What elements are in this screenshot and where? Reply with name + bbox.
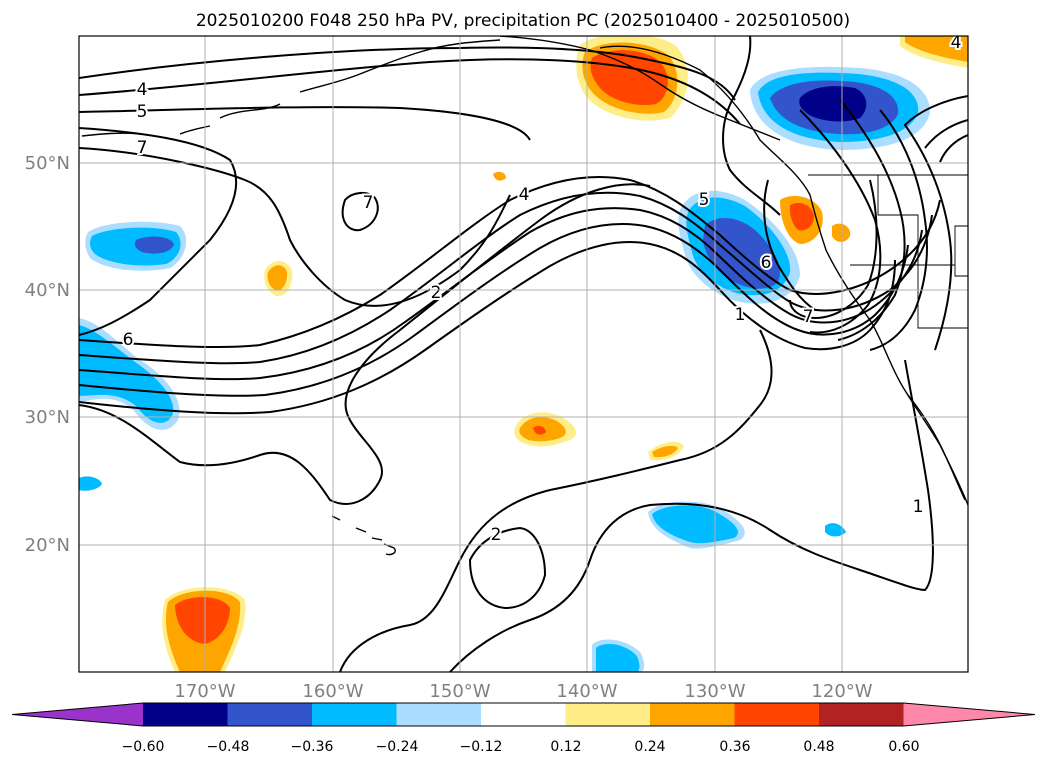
- gridlines: [79, 36, 968, 672]
- pv-contour: [924, 119, 968, 149]
- pv-contour: [468, 526, 547, 610]
- baja-coast: [907, 394, 966, 501]
- contour-label: 4: [137, 80, 148, 100]
- pv-contour: [763, 179, 816, 311]
- pv-contour: [79, 223, 909, 397]
- precip-negative-region: [596, 643, 640, 672]
- colorbar-segment: [565, 703, 651, 726]
- colorbar-segment: [143, 703, 228, 726]
- colorbar: −0.60 −0.48 −0.36 −0.24 −0.12 0.12 0.24 …: [11, 702, 1036, 755]
- pv-contour: [79, 46, 736, 101]
- colorbar-tick-label: 0.12: [550, 739, 581, 755]
- map-panel: 4 5 7 7 6 2 4 5 6 1 2 1 4 7: [78, 33, 969, 673]
- pv-contour: [79, 183, 651, 505]
- contour-label: 2: [431, 283, 442, 303]
- precip-positive-region: [493, 171, 506, 181]
- colorbar-tick-label: −0.36: [291, 739, 334, 755]
- colorbar-tick-label: −0.48: [207, 739, 250, 755]
- colorbar-segment: [734, 703, 820, 726]
- hawaii-islands: [331, 515, 396, 556]
- contour-labels: 4 5 7 7 6 2 4 5 6 1 2 1 4 7: [121, 33, 964, 547]
- colorbar-extend-high: [903, 703, 1035, 726]
- pv-contour: [722, 36, 781, 216]
- precip-positive-region: [267, 265, 288, 291]
- colorbar-tick-label: −0.24: [376, 739, 419, 755]
- pv-contour: [903, 95, 968, 351]
- contour-label: 7: [803, 307, 814, 327]
- pv-contour: [339, 329, 773, 672]
- pv-contour: [79, 147, 511, 307]
- figure-title: 2025010200 F048 250 hPa PV, precipitatio…: [196, 11, 850, 31]
- colorbar-tick-label: −0.60: [122, 739, 165, 755]
- colorbar-tick-label: −0.12: [460, 739, 503, 755]
- precip-positive-region: [905, 36, 968, 62]
- lon-tick-label: 160°W: [302, 681, 363, 702]
- precip-negative-region: [652, 505, 738, 544]
- colorbar-segment: [312, 703, 397, 726]
- colorbar-segment: [396, 703, 482, 726]
- colorbar-tick-label: 0.36: [719, 739, 750, 755]
- colorbar-segment: [227, 703, 313, 726]
- precip-negative-region: [79, 476, 102, 491]
- alaska-coast: [499, 36, 781, 141]
- lat-tick-label: 50°N: [25, 153, 70, 174]
- colorbar-ticks: −0.60 −0.48 −0.36 −0.24 −0.12 0.12 0.24 …: [122, 739, 920, 755]
- contour-label: 4: [951, 33, 962, 53]
- contour-label: 6: [761, 253, 772, 273]
- colorbar-outline: [11, 702, 1036, 727]
- lon-tick-label: 150°W: [429, 681, 490, 702]
- precip-positive-region: [832, 223, 851, 242]
- lat-tick-label: 20°N: [25, 535, 70, 556]
- lon-tick-label: 170°W: [174, 681, 235, 702]
- contour-label: 6: [123, 330, 134, 350]
- map-frame: [78, 35, 969, 673]
- contour-label: 5: [137, 102, 148, 122]
- precip-negative-region: [134, 236, 174, 254]
- alaska-islands: [81, 39, 501, 137]
- contour-label: 2: [491, 525, 502, 545]
- pv-contour: [799, 109, 882, 334]
- precip-positive-region: [533, 425, 546, 435]
- colorbar-tick-label: 0.48: [803, 739, 834, 755]
- precip-negative-region: [825, 523, 846, 537]
- contour-label: 7: [137, 138, 148, 158]
- precip-positive-region: [175, 597, 230, 644]
- colorbar-segment: [819, 703, 904, 726]
- lon-tick-label: 130°W: [684, 681, 745, 702]
- contour-label: 1: [735, 305, 746, 325]
- colorbar-extend-low: [12, 703, 143, 726]
- pv-contour: [79, 127, 238, 336]
- pv-contour: [79, 58, 741, 125]
- contour-label: 1: [913, 497, 924, 517]
- contour-label: 7: [363, 193, 374, 213]
- colorbar-tick-label: 0.60: [888, 739, 919, 755]
- lon-tick-label: 140°W: [556, 681, 617, 702]
- lat-tick-label: 40°N: [25, 280, 70, 301]
- precip-positive-region: [652, 445, 678, 458]
- lat-tick-label: 30°N: [25, 407, 70, 428]
- contour-label: 5: [699, 190, 710, 210]
- pv-contour: [79, 241, 896, 415]
- colorbar-segment: [650, 703, 735, 726]
- precip-positive-region: [789, 203, 814, 231]
- pv-contour: [341, 192, 379, 232]
- pv-contour: [449, 359, 934, 672]
- pv-contour: [939, 134, 968, 163]
- lon-tick-label: 120°W: [811, 681, 872, 702]
- longitude-ticks: 170°W 160°W 150°W 140°W 130°W 120°W: [174, 681, 872, 702]
- pv-contour: [869, 109, 928, 351]
- latitude-ticks: 50°N 40°N 30°N 20°N: [25, 153, 70, 556]
- pv-contour: [79, 207, 923, 381]
- precipitation-shading: [79, 36, 968, 672]
- pv-contour: [79, 106, 531, 141]
- contour-label: 4: [519, 185, 530, 205]
- pv-contour: [837, 99, 906, 341]
- colorbar-segment: [481, 703, 566, 726]
- colorbar-segments: [11, 702, 1036, 727]
- colorbar-tick-label: 0.24: [634, 739, 665, 755]
